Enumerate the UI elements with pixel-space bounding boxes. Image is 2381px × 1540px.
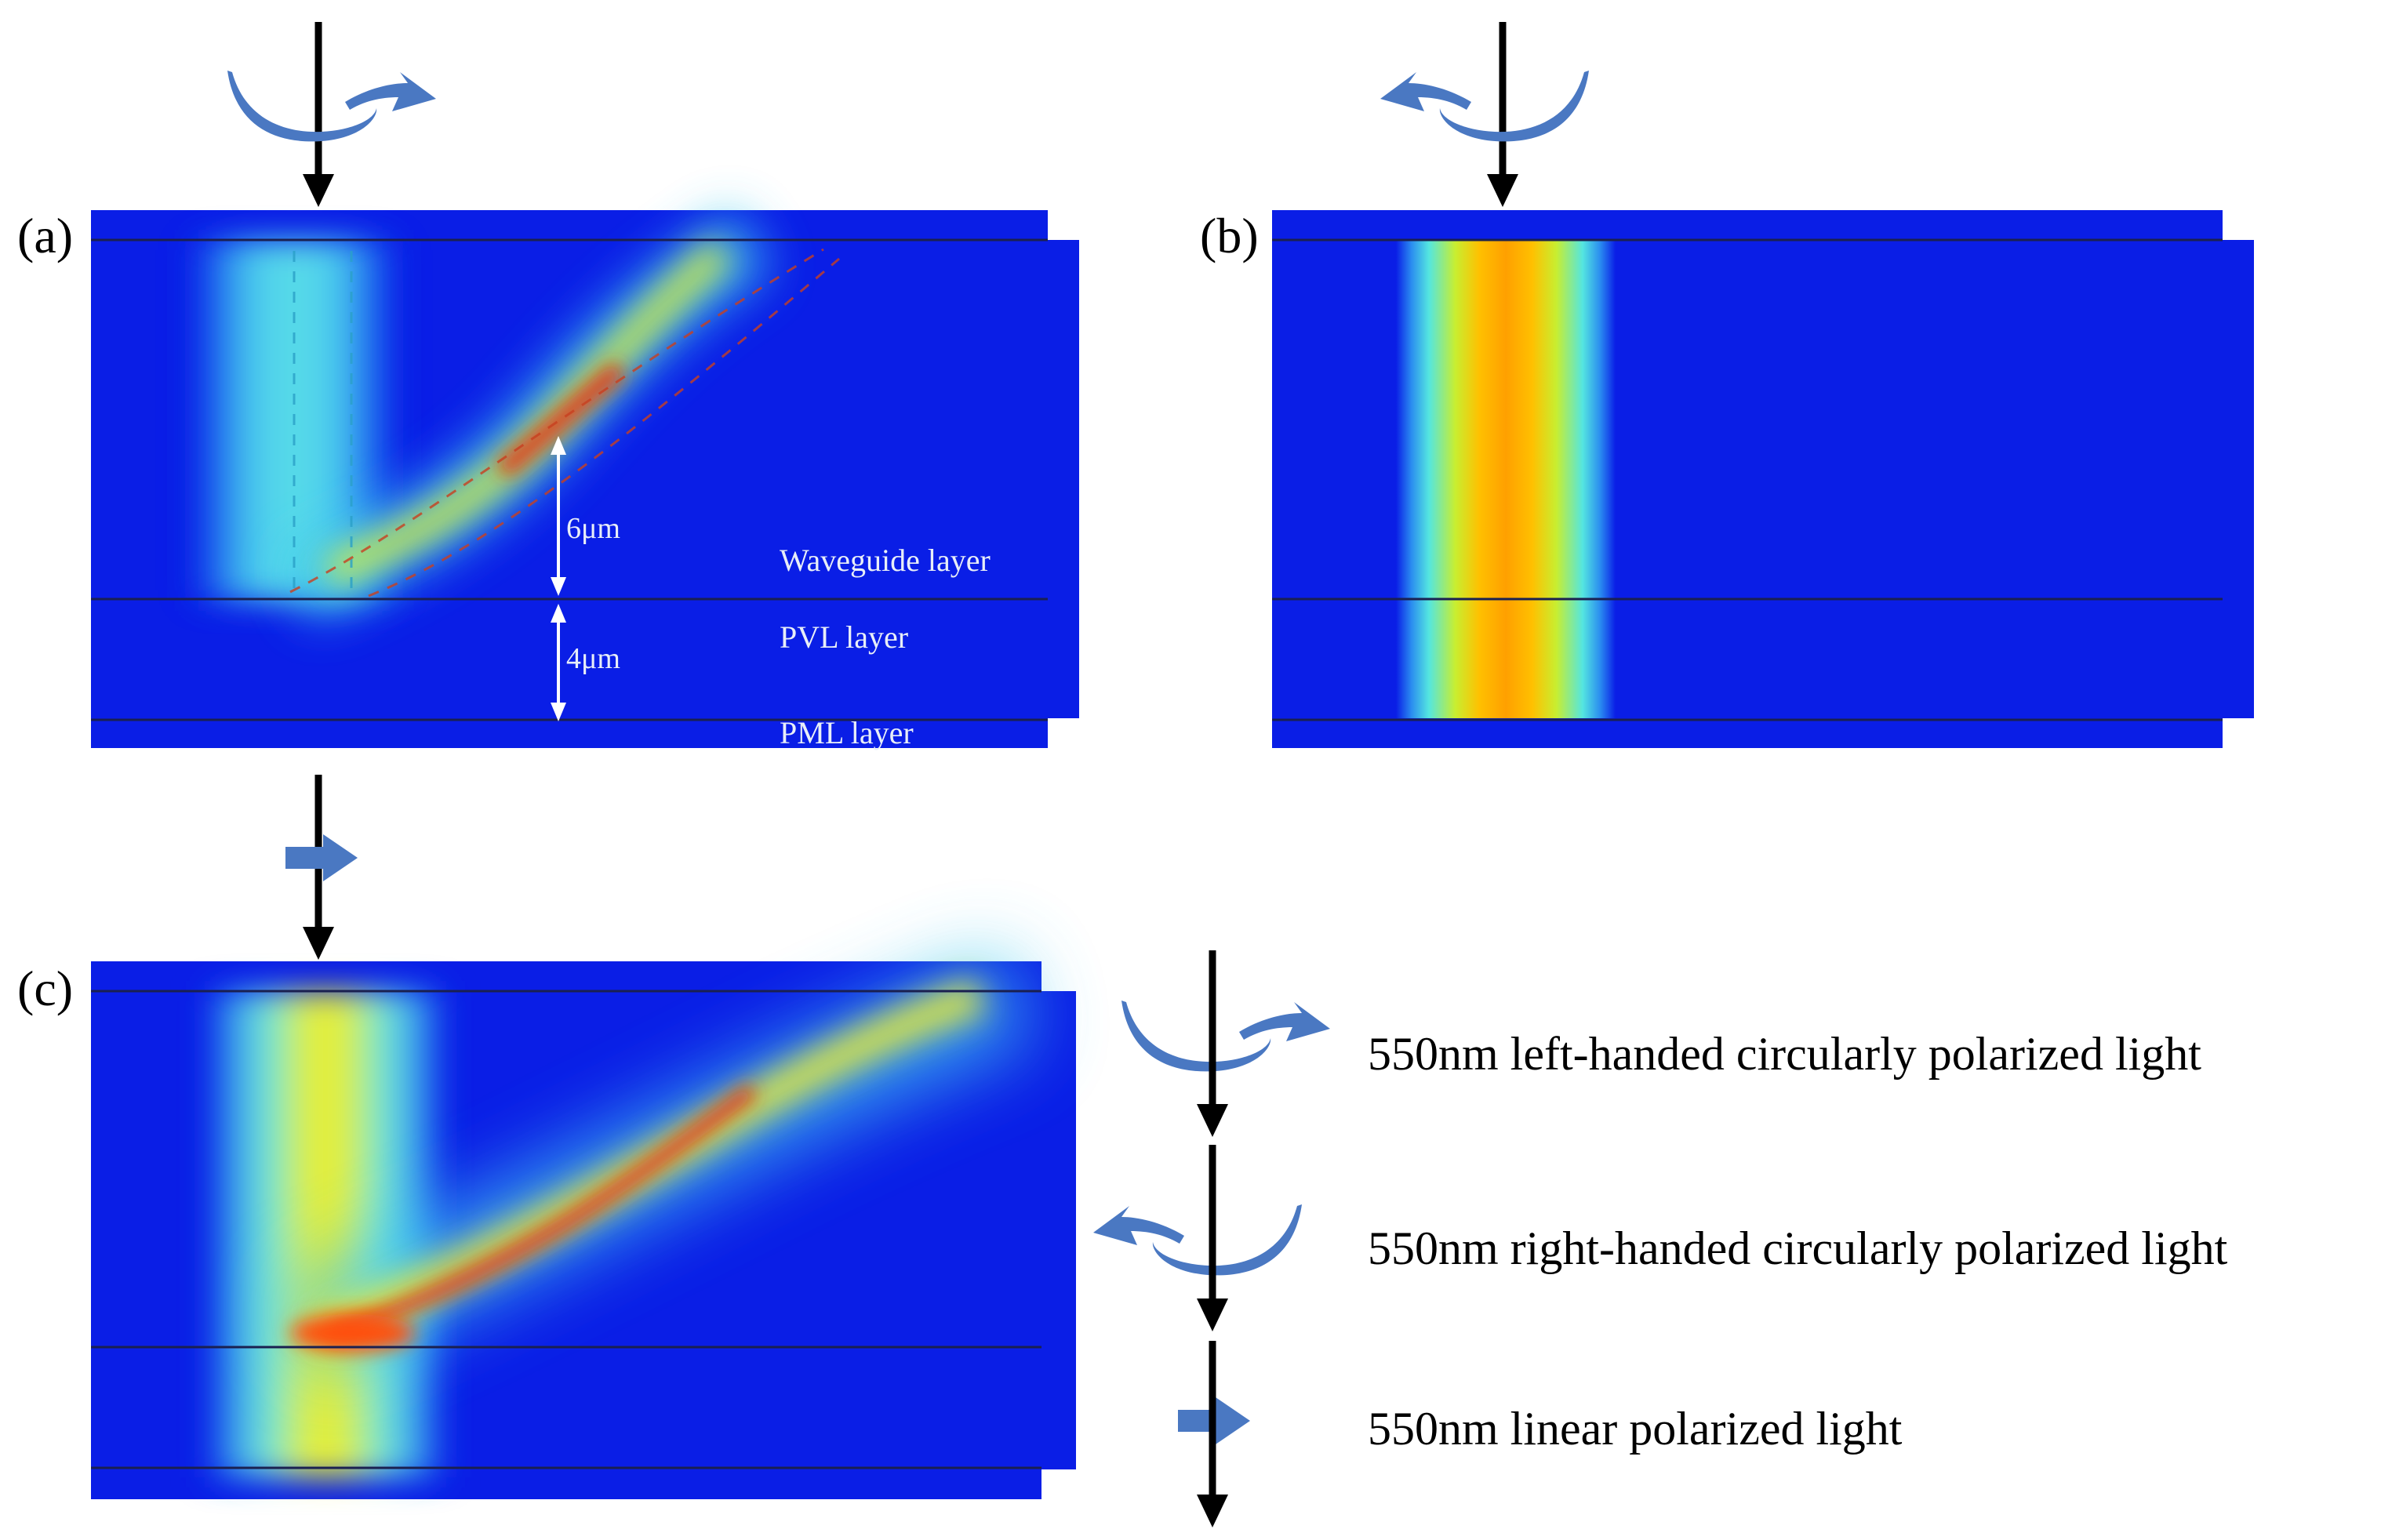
legend-text-left-handed: 550nm left-handed circularly polarized l… bbox=[1368, 1028, 2201, 1080]
panel-c-guided-beam-core bbox=[327, 1084, 758, 1340]
legend-right-circular-polarization-icon bbox=[1093, 1145, 1302, 1331]
panel-a-dashed-guides bbox=[289, 248, 840, 597]
thickness-waveguide-label: 6μm bbox=[566, 512, 620, 545]
panel-c: (c) bbox=[17, 775, 1076, 1499]
linear-polarization-icon bbox=[285, 834, 358, 881]
legend: 550nm left-handed circularly polarized l… bbox=[1093, 950, 2228, 1527]
panel-c-label: (c) bbox=[17, 961, 73, 1016]
panel-a-side-tab bbox=[1048, 240, 1079, 718]
panel-a-dimension-arrows bbox=[551, 436, 566, 721]
legend-linear-polarization-icon bbox=[1178, 1341, 1250, 1527]
legend-text-right-handed: 550nm right-handed circularly polarized … bbox=[1368, 1222, 2228, 1274]
panel-a-incident-arrow bbox=[303, 22, 334, 207]
panel-b-incident-beam bbox=[1396, 240, 1616, 718]
legend-item-linear: 550nm linear polarized light bbox=[1178, 1341, 1903, 1527]
panel-b-side-tab bbox=[2223, 240, 2254, 718]
legend-text-linear: 550nm linear polarized light bbox=[1368, 1403, 1903, 1455]
waveguide-layer-label: Waveguide layer bbox=[780, 543, 991, 578]
panel-b-incident-arrow bbox=[1487, 22, 1518, 207]
panel-c-focus-spot bbox=[290, 1314, 416, 1352]
left-circular-polarization-icon bbox=[227, 71, 436, 142]
panel-b-label: (b) bbox=[1200, 208, 1259, 263]
panel-a-label: (a) bbox=[17, 208, 73, 263]
thickness-pvl-label: 4μm bbox=[566, 642, 620, 675]
pvl-layer-label: PVL layer bbox=[780, 619, 908, 655]
panel-b: (b) bbox=[1200, 22, 2254, 748]
legend-item-left-handed: 550nm left-handed circularly polarized l… bbox=[1121, 950, 2201, 1137]
panel-c-side-tab bbox=[1041, 991, 1076, 1469]
legend-left-circular-polarization-icon bbox=[1121, 950, 1330, 1137]
right-circular-polarization-icon bbox=[1380, 71, 1589, 142]
legend-item-right-handed: 550nm right-handed circularly polarized … bbox=[1093, 1145, 2228, 1331]
panel-a: 6μm 4μm Waveguide layer PVL layer PML la… bbox=[17, 22, 1079, 750]
panel-a-guided-beam-core bbox=[496, 361, 626, 478]
pml-layer-label: PML layer bbox=[780, 715, 914, 750]
